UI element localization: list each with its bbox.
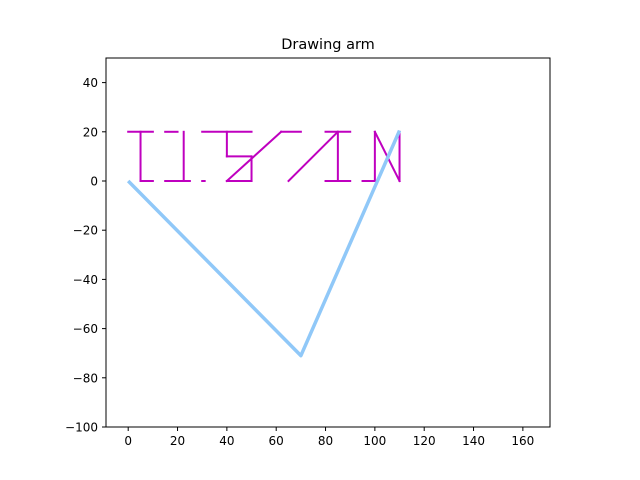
- x-tick-label: 20: [170, 434, 185, 448]
- x-tick-label: 120: [413, 434, 436, 448]
- y-tick-label: −80: [73, 371, 98, 385]
- y-tick-label: 0: [90, 175, 98, 189]
- x-tick-label: 80: [318, 434, 333, 448]
- chart-title: Drawing arm: [281, 37, 375, 53]
- x-tick-label: 160: [511, 434, 534, 448]
- x-tick-label: 140: [462, 434, 485, 448]
- axis-ticks: 0 20 40 60 80 100 120 140 160 −100 −80 −60 −40 −20 0 20…: [65, 76, 534, 448]
- y-tick-label: −100: [65, 421, 98, 435]
- x-tick-label: 0: [124, 434, 132, 448]
- drawing-stroke-12: [225, 130, 283, 183]
- x-tick-label: 100: [363, 434, 386, 448]
- drawing-stroke-14: [287, 130, 340, 183]
- axes-frame: [105, 57, 551, 428]
- y-tick-label: −40: [73, 273, 98, 287]
- x-tick-label: 40: [219, 434, 234, 448]
- arm-line: [126, 129, 402, 358]
- plot-area: [126, 129, 402, 358]
- y-tick-label: 40: [83, 76, 98, 90]
- y-tick-label: 20: [83, 125, 98, 139]
- y-tick-label: −20: [73, 224, 98, 238]
- y-tick-label: −60: [73, 322, 98, 336]
- x-tick-label: 60: [269, 434, 284, 448]
